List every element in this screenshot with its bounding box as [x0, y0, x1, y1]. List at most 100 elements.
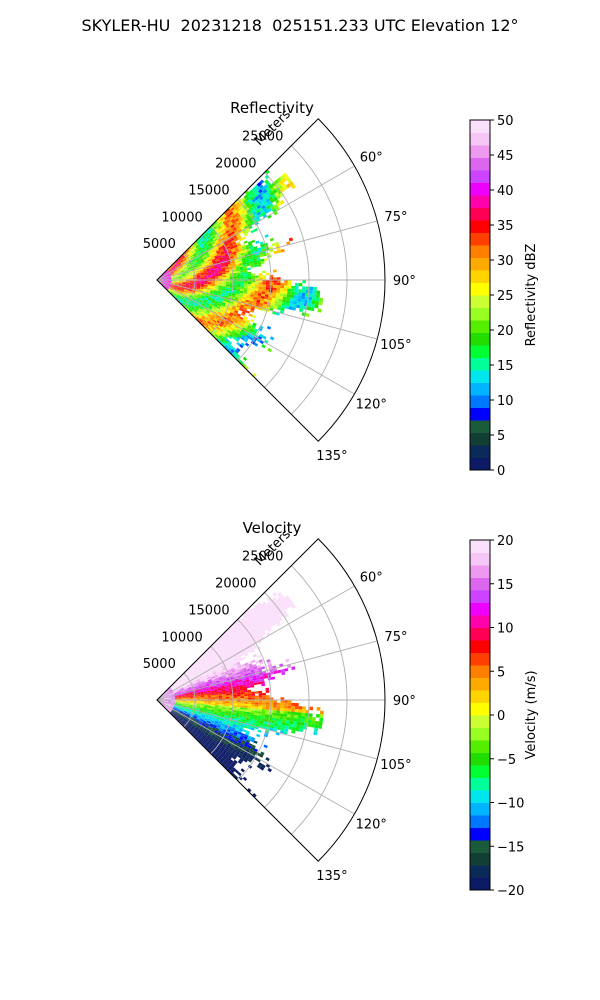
azimuth-tick-label: 135°: [316, 449, 347, 464]
colorbar-tick-label: 20: [497, 324, 514, 339]
range-tick-label: 25000: [242, 130, 283, 145]
azimuth-spoke: [156, 699, 355, 815]
azimuth-spoke: [156, 699, 378, 760]
colorbar-step: [470, 170, 490, 183]
colorbar-step: [470, 852, 490, 866]
colorbar-step: [470, 432, 490, 446]
colorbar-step: [470, 120, 490, 133]
azimuth-spoke: [156, 279, 378, 340]
colorbar-step: [470, 145, 490, 158]
polar-grid: [156, 538, 385, 862]
colorbar-step: [470, 182, 490, 196]
colorbar-step: [470, 295, 490, 308]
azimuth-spoke: [156, 640, 378, 701]
colorbar-step: [470, 257, 490, 271]
colorbar-step: [470, 740, 490, 753]
colorbar-tick-label: −10: [497, 797, 524, 812]
azimuth-tick-label: 75°: [384, 210, 407, 225]
colorbar-step: [470, 370, 490, 383]
colorbar-label: Velocity (m/s): [524, 670, 539, 759]
colorbar-step: [470, 270, 490, 283]
colorbar-tick-label: 15: [497, 578, 514, 593]
colorbar-step: [470, 677, 490, 691]
colorbar-tick-label: 0: [497, 464, 505, 479]
colorbar-step: [470, 395, 490, 408]
colorbar-step: [470, 345, 490, 358]
azimuth-tick-label: 120°: [356, 398, 387, 413]
colorbar-step: [470, 865, 490, 878]
colorbar-tick-label: 50: [497, 114, 514, 129]
colorbar-step: [470, 840, 490, 853]
colorbar-step: [470, 640, 490, 653]
colorbar-step: [470, 332, 490, 346]
colorbar-step: [470, 652, 490, 666]
range-tick-label: 5000: [143, 237, 176, 252]
azimuth-tick-label: 75°: [384, 630, 407, 645]
azimuth-tick-label: 120°: [356, 818, 387, 833]
colorbar-step: [470, 282, 490, 296]
colorbar-step: [470, 357, 490, 371]
sector-outline: [156, 538, 386, 862]
colorbar-step: [470, 207, 490, 221]
azimuth-tick-label: 135°: [316, 869, 347, 884]
range-tick-label: 10000: [161, 630, 202, 645]
colorbar-tick-label: 25: [497, 289, 514, 304]
colorbar-tick-label: 5: [497, 429, 505, 444]
colorbar-step: [470, 565, 490, 578]
colorbar-step: [470, 765, 490, 778]
velocity-chart: Velocity500010000150002000025000Meters60…: [143, 519, 539, 899]
page-title: SKYLER-HU 20231218 025151.233 UTC Elevat…: [81, 16, 519, 35]
colorbar-tick-label: 20: [497, 534, 514, 549]
colorbar-step: [470, 157, 490, 171]
colorbar-tick-label: −15: [497, 840, 524, 855]
colorbar-step: [470, 777, 490, 791]
colorbar-tick-label: 30: [497, 254, 514, 269]
colorbar-step: [470, 420, 490, 433]
colorbar-step: [470, 590, 490, 603]
colorbar-step: [470, 690, 490, 703]
azimuth-tick-label: 60°: [360, 570, 383, 585]
radar-field: [157, 591, 324, 798]
colorbar-tick-label: 5: [497, 665, 505, 680]
colorbar-step: [470, 195, 490, 208]
colorbar-step: [470, 627, 490, 641]
colorbar-step: [470, 407, 490, 421]
azimuth-spoke: [156, 585, 355, 701]
colorbar-step: [470, 615, 490, 628]
reflectivity-chart: Reflectivity500010000150002000025000Mete…: [143, 99, 539, 479]
colorbar-step: [470, 702, 490, 716]
colorbar: 0 5 10 15 20 25 30 35 40 45 50 Reflectivity dBZ: [469, 114, 539, 479]
chart-title: Reflectivity: [230, 99, 314, 117]
colorbar-step: [470, 445, 490, 458]
colorbar-tick-label: 45: [497, 149, 514, 164]
colorbar-step: [470, 665, 490, 678]
azimuth-tick-label: 60°: [360, 150, 383, 165]
azimuth-spoke: [156, 220, 378, 281]
colorbar-step: [470, 245, 490, 258]
colorbar: −20 −15 −10 −5 0 5 10 15 20 Velocity (m/s): [469, 534, 539, 899]
colorbar-step: [470, 715, 490, 728]
range-tick-label: 20000: [215, 157, 256, 172]
colorbar-label: Reflectivity dBZ: [524, 244, 539, 347]
colorbar-step: [470, 552, 490, 566]
colorbar-step: [470, 802, 490, 816]
colorbar-tick-label: 0: [497, 709, 505, 724]
colorbar-step: [470, 752, 490, 766]
azimuth-tick-label: 90°: [393, 694, 416, 709]
range-tick-label: 15000: [188, 603, 229, 618]
azimuth-spoke: [156, 279, 355, 395]
colorbar-step: [470, 602, 490, 616]
colorbar-tick-label: 15: [497, 359, 514, 374]
colorbar-step: [470, 827, 490, 841]
range-tick-label: 10000: [161, 210, 202, 225]
colorbar-step: [470, 577, 490, 591]
colorbar-tick-label: 35: [497, 219, 514, 234]
colorbar-tick-label: 40: [497, 184, 514, 199]
colorbar-step: [470, 132, 490, 146]
colorbar-step: [470, 232, 490, 246]
polar-grid: [156, 118, 385, 442]
colorbar-step: [470, 727, 490, 741]
range-tick-label: 5000: [143, 657, 176, 672]
colorbar-step: [470, 382, 490, 396]
colorbar-tick-label: −20: [497, 884, 524, 899]
